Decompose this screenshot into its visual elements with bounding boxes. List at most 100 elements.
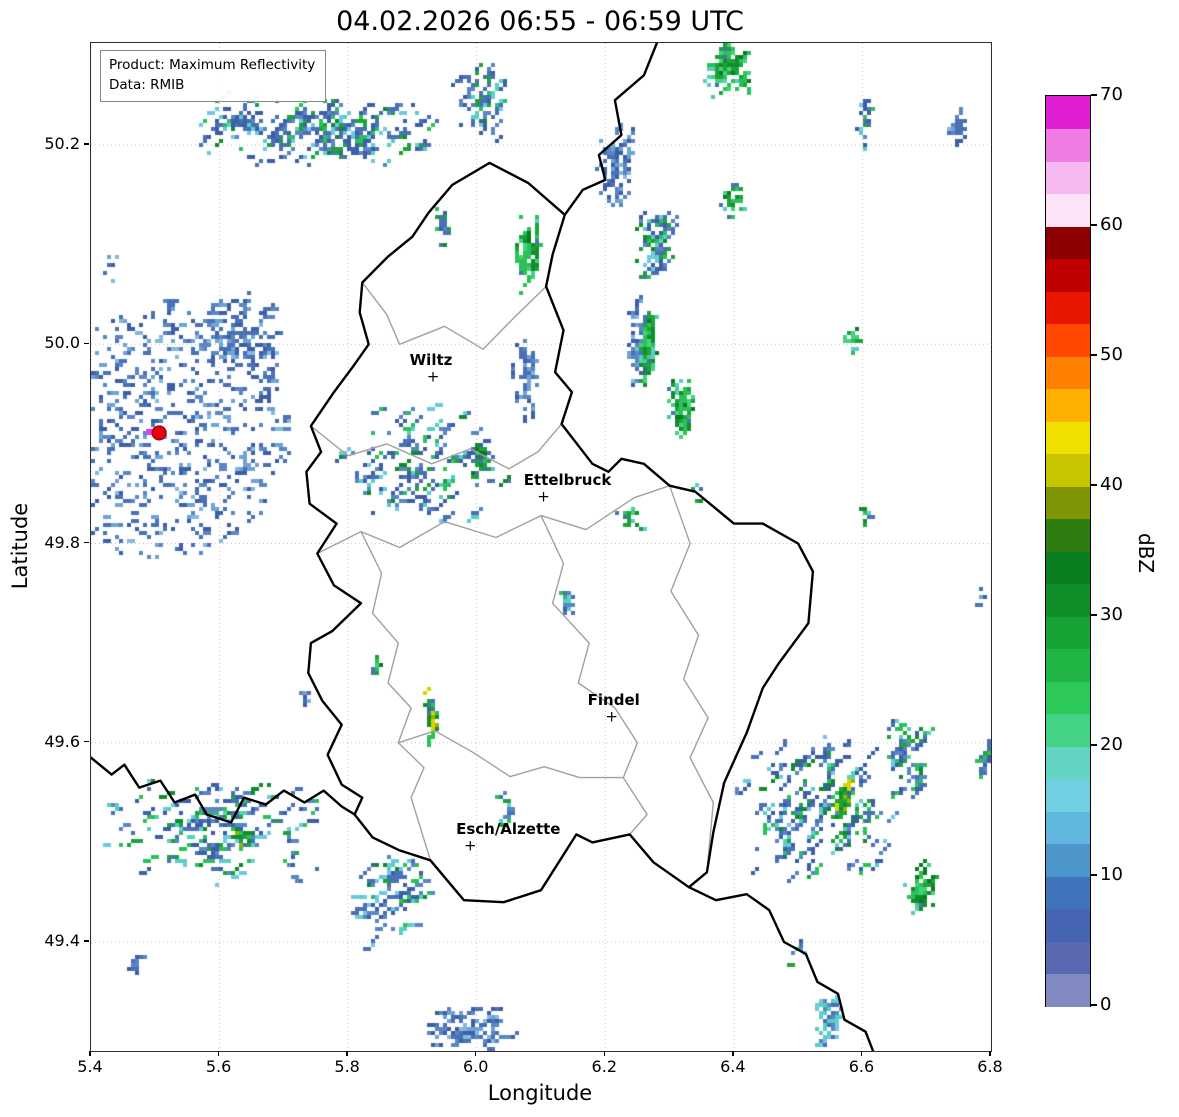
city-label: Findel	[587, 690, 640, 709]
x-tick-mark	[475, 1051, 477, 1056]
colorbar-tick-label: 60	[1100, 214, 1123, 235]
city-marker: +	[605, 707, 618, 726]
luxembourg-border	[305, 161, 815, 904]
x-tick-label: 5.8	[334, 1057, 360, 1076]
y-tick-mark	[84, 143, 89, 145]
y-tick-label: 50.0	[44, 333, 80, 353]
colorbar-tick-label: 10	[1100, 864, 1123, 885]
colorbar-segment	[1046, 291, 1090, 324]
colorbar-segment	[1046, 356, 1090, 389]
colorbar-segment	[1046, 323, 1090, 357]
canton-border	[316, 485, 670, 555]
colorbar-segment	[1046, 96, 1090, 129]
colorbar-tick-label: 40	[1100, 474, 1123, 495]
product-info-box: Product: Maximum Reflectivity Data: RMIB	[100, 50, 327, 102]
plot-title: 04.02.2026 06:55 - 06:59 UTC	[336, 6, 744, 37]
x-tick-label: 6.8	[977, 1057, 1003, 1076]
x-tick-mark	[732, 1051, 734, 1056]
colorbar-segment	[1046, 486, 1090, 519]
x-tick-label: 6.2	[591, 1057, 617, 1076]
x-tick-mark	[603, 1051, 605, 1056]
x-tick-mark	[860, 1051, 863, 1056]
colorbar-tick-mark	[1091, 94, 1097, 96]
x-tick-mark	[217, 1051, 220, 1056]
radar-echo-canvas	[91, 43, 991, 1051]
colorbar-tick-label: 30	[1100, 604, 1123, 625]
colorbar-segment	[1046, 161, 1090, 194]
country-border	[687, 886, 875, 1051]
colorbar-segment	[1046, 258, 1090, 292]
y-tick-mark	[84, 541, 89, 544]
colorbar-segment	[1046, 973, 1090, 1007]
canton-border	[361, 282, 547, 350]
product-info-line1: Product: Maximum Reflectivity	[109, 57, 316, 73]
x-tick-label: 6.4	[720, 1057, 746, 1076]
colorbar-tick-mark	[1091, 354, 1097, 356]
canton-border	[398, 730, 624, 779]
product-info-line2: Data: RMIB	[109, 77, 185, 94]
colorbar-tick-mark	[1091, 744, 1097, 746]
canton-border	[360, 531, 432, 861]
colorbar-segment	[1046, 941, 1090, 974]
y-tick-mark	[84, 741, 89, 743]
x-tick-mark	[89, 1051, 91, 1056]
colorbar-segment	[1046, 193, 1090, 227]
colorbar-segment	[1046, 681, 1090, 714]
y-tick-label: 49.6	[44, 731, 80, 751]
canton-border	[540, 515, 648, 835]
colorbar-tick-label: 50	[1100, 344, 1123, 365]
colorbar-segment	[1046, 583, 1090, 617]
colorbar-segment	[1046, 778, 1090, 812]
colorbar-tick-label: 0	[1100, 994, 1112, 1015]
city-marker: +	[463, 836, 477, 855]
colorbar-segment	[1046, 746, 1090, 779]
city-label: Ettelbruck	[523, 470, 612, 489]
y-tick-mark	[84, 940, 89, 942]
canton-border	[668, 485, 714, 873]
colorbar-tick-label: 20	[1100, 734, 1123, 755]
y-tick-label: 49.4	[44, 931, 80, 950]
y-axis-label: Latitude	[8, 502, 32, 590]
colorbar-segment	[1046, 551, 1090, 584]
colorbar-segment	[1046, 648, 1090, 682]
radar-site-marker	[151, 425, 167, 441]
x-tick-label: 5.4	[77, 1057, 103, 1076]
y-tick-mark	[84, 342, 89, 344]
colorbar-segment	[1046, 128, 1090, 162]
x-tick-mark	[989, 1051, 991, 1056]
country-border	[563, 43, 658, 216]
radar-magenta-pixel	[146, 428, 153, 435]
x-tick-mark	[346, 1051, 348, 1056]
colorbar-segment	[1046, 713, 1090, 747]
x-tick-label: 6.6	[848, 1057, 875, 1076]
colorbar-tick-mark	[1091, 614, 1097, 616]
city-marker: +	[537, 487, 550, 506]
colorbar-segment	[1046, 518, 1090, 552]
colorbar-segment	[1046, 876, 1090, 909]
city-marker: +	[426, 367, 440, 386]
plot-area: Product: Maximum Reflectivity Data: RMIB…	[90, 42, 992, 1052]
x-tick-label: 6.0	[462, 1057, 489, 1076]
city-label: Wiltz	[409, 351, 453, 370]
colorbar	[1045, 95, 1091, 1007]
y-tick-label: 49.8	[44, 532, 80, 552]
colorbar-segment	[1046, 908, 1090, 942]
colorbar-segment	[1046, 226, 1090, 259]
x-axis-label: Longitude	[487, 1081, 593, 1105]
y-tick-label: 50.2	[44, 134, 80, 153]
country-border	[91, 756, 356, 824]
colorbar-tick-mark	[1091, 1004, 1097, 1006]
colorbar-segment	[1046, 453, 1090, 487]
colorbar-segment	[1046, 388, 1090, 422]
colorbar-tick-mark	[1091, 484, 1097, 486]
colorbar-segment	[1046, 811, 1090, 844]
colorbar-tick-mark	[1091, 224, 1097, 226]
colorbar-tick-label: 70	[1100, 84, 1123, 105]
colorbar-segment	[1046, 421, 1090, 454]
x-tick-label: 5.6	[205, 1057, 232, 1076]
canton-border	[310, 423, 563, 470]
colorbar-label: dBZ	[1134, 532, 1158, 574]
city-label: Esch/Alzette	[456, 820, 561, 839]
colorbar-segment	[1046, 616, 1090, 649]
